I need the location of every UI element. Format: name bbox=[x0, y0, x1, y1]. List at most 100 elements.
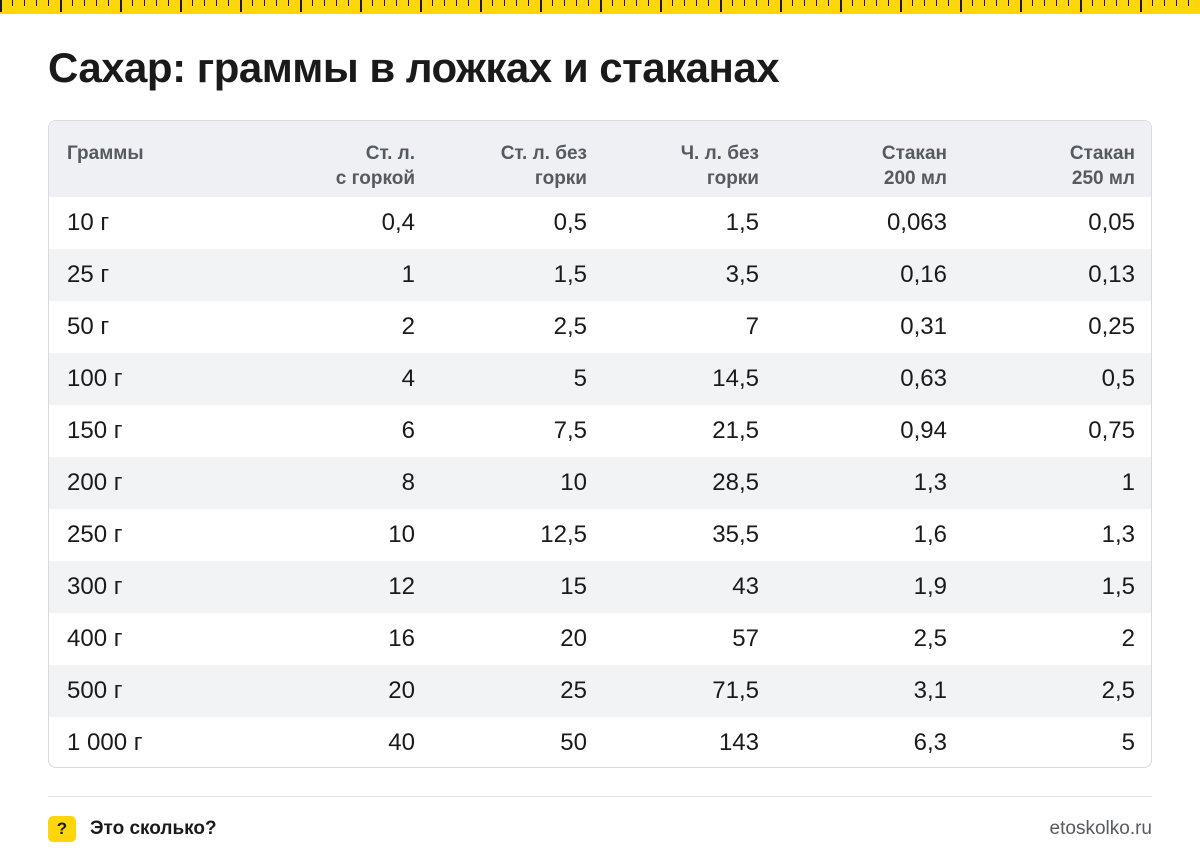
column-header-line: Стакан bbox=[881, 143, 947, 164]
value-cell: 0,5 bbox=[1101, 365, 1135, 392]
grams-cell: 25 г bbox=[67, 261, 110, 288]
value-cell: 2,5 bbox=[1101, 677, 1135, 704]
grams-cell: 150 г bbox=[67, 417, 123, 444]
value-cell: 28,5 bbox=[712, 469, 759, 496]
site-url: etoskolko.ru bbox=[1049, 818, 1152, 839]
value-cell: 0,94 bbox=[900, 417, 947, 444]
value-cell: 3,5 bbox=[725, 261, 759, 288]
value-cell: 15 bbox=[560, 573, 587, 600]
value-cell: 4 bbox=[401, 365, 415, 392]
value-cell: 0,75 bbox=[1088, 417, 1135, 444]
column-header-2: Ст. л. без горки bbox=[433, 121, 605, 197]
value-cell: 1 bbox=[1121, 469, 1135, 496]
grams-cell: 250 г bbox=[67, 521, 123, 548]
table-row: 150 г 6 7,5 21,5 0,94 0,75 bbox=[49, 405, 1151, 457]
grams-cell: 300 г bbox=[67, 573, 123, 600]
value-cell: 1,3 bbox=[913, 469, 947, 496]
page-title: Сахар: граммы в ложках и стаканах bbox=[48, 44, 780, 91]
value-cell: 12,5 bbox=[540, 521, 587, 548]
value-cell: 14,5 bbox=[712, 365, 759, 392]
value-cell: 7 bbox=[745, 313, 759, 340]
value-cell: 0,16 bbox=[900, 261, 947, 288]
value-cell: 0,05 bbox=[1088, 209, 1135, 236]
column-header-5: Стакан 250 мл bbox=[965, 121, 1151, 197]
grams-cell: 1 000 г bbox=[67, 729, 143, 756]
table-row: 500 г 20 25 71,5 3,1 2,5 bbox=[49, 665, 1151, 717]
grams-cell: 500 г bbox=[67, 677, 123, 704]
table-row: 10 г 0,4 0,5 1,5 0,063 0,05 bbox=[49, 197, 1151, 249]
value-cell: 10 bbox=[560, 469, 587, 496]
table-row: 25 г 1 1,5 3,5 0,16 0,13 bbox=[49, 249, 1151, 301]
value-cell: 25 bbox=[560, 677, 587, 704]
column-header-3: Ч. л. без горки bbox=[605, 121, 777, 197]
column-header-line: Стакан bbox=[1069, 143, 1135, 164]
value-cell: 57 bbox=[732, 625, 759, 652]
value-cell: 0,063 bbox=[886, 209, 947, 236]
table-body: 10 г 0,4 0,5 1,5 0,063 0,05 25 г 1 1,5 3,5 0,16 0,1… bbox=[49, 197, 1151, 767]
column-header-4: Стакан 200 мл bbox=[777, 121, 965, 197]
value-cell: 0,25 bbox=[1088, 313, 1135, 340]
brand-name: Это сколько? bbox=[90, 818, 217, 839]
value-cell: 71,5 bbox=[712, 677, 759, 704]
value-cell: 5 bbox=[1121, 729, 1135, 756]
value-cell: 1,6 bbox=[913, 521, 947, 548]
value-cell: 2 bbox=[1121, 625, 1135, 652]
value-cell: 8 bbox=[401, 469, 415, 496]
value-cell: 0,4 bbox=[381, 209, 415, 236]
value-cell: 40 bbox=[388, 729, 415, 756]
value-cell: 0,31 bbox=[900, 313, 947, 340]
table-header-row: Граммы Ст. л. с горкой Ст. л. без горки Ч. л.… bbox=[49, 121, 1151, 197]
value-cell: 35,5 bbox=[712, 521, 759, 548]
column-header-line: Ч. л. без bbox=[680, 143, 759, 164]
table-row: 400 г 16 20 57 2,5 2 bbox=[49, 613, 1151, 665]
table-row: 1 000 г 40 50 143 6,3 5 bbox=[49, 717, 1151, 767]
footer-divider bbox=[48, 796, 1152, 797]
grams-cell: 10 г bbox=[67, 209, 110, 236]
value-cell: 20 bbox=[560, 625, 587, 652]
value-cell: 2,5 bbox=[913, 625, 947, 652]
column-header-0: Граммы bbox=[49, 121, 239, 197]
value-cell: 0,13 bbox=[1088, 261, 1135, 288]
value-cell: 20 bbox=[388, 677, 415, 704]
value-cell: 0,63 bbox=[900, 365, 947, 392]
column-header-line: 250 мл bbox=[1071, 168, 1135, 189]
conversion-table: Граммы Ст. л. с горкой Ст. л. без горки Ч. л.… bbox=[49, 121, 1151, 767]
grams-cell: 50 г bbox=[67, 313, 110, 340]
ruler-decoration bbox=[0, 0, 1200, 14]
value-cell: 1,5 bbox=[1101, 573, 1135, 600]
value-cell: 21,5 bbox=[712, 417, 759, 444]
value-cell: 5 bbox=[573, 365, 587, 392]
value-cell: 2 bbox=[401, 313, 415, 340]
column-header-line: Граммы bbox=[67, 143, 144, 164]
column-header-1: Ст. л. с горкой bbox=[239, 121, 433, 197]
value-cell: 0,5 bbox=[553, 209, 587, 236]
grams-cell: 400 г bbox=[67, 625, 123, 652]
value-cell: 143 bbox=[718, 729, 759, 756]
value-cell: 1 bbox=[401, 261, 415, 288]
column-header-line: горки bbox=[534, 168, 587, 189]
column-header-line: Ст. л. без bbox=[500, 143, 587, 164]
value-cell: 3,1 bbox=[913, 677, 947, 704]
table-row: 300 г 12 15 43 1,9 1,5 bbox=[49, 561, 1151, 613]
value-cell: 1,3 bbox=[1101, 521, 1135, 548]
value-cell: 6,3 bbox=[913, 729, 947, 756]
logo-question-icon: ? bbox=[48, 816, 76, 842]
grams-cell: 200 г bbox=[67, 469, 123, 496]
column-header-line: 200 мл bbox=[883, 168, 947, 189]
value-cell: 2,5 bbox=[553, 313, 587, 340]
conversion-table-card: Граммы Ст. л. с горкой Ст. л. без горки Ч. л.… bbox=[48, 120, 1152, 768]
column-header-line: с горкой bbox=[335, 168, 415, 189]
value-cell: 16 bbox=[388, 625, 415, 652]
table-row: 100 г 4 5 14,5 0,63 0,5 bbox=[49, 353, 1151, 405]
table-row: 50 г 2 2,5 7 0,31 0,25 bbox=[49, 301, 1151, 353]
column-header-line: горки bbox=[706, 168, 759, 189]
grams-cell: 100 г bbox=[67, 365, 123, 392]
value-cell: 6 bbox=[401, 417, 415, 444]
value-cell: 1,9 bbox=[913, 573, 947, 600]
value-cell: 1,5 bbox=[553, 261, 587, 288]
column-header-line: Ст. л. bbox=[365, 143, 415, 164]
value-cell: 12 bbox=[388, 573, 415, 600]
value-cell: 50 bbox=[560, 729, 587, 756]
table-row: 250 г 10 12,5 35,5 1,6 1,3 bbox=[49, 509, 1151, 561]
value-cell: 10 bbox=[388, 521, 415, 548]
